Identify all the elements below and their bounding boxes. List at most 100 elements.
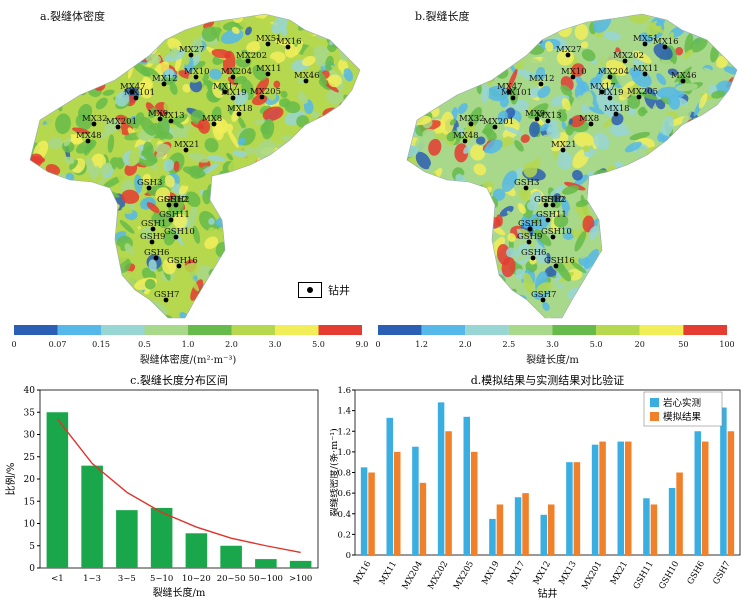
- texture-blob: [30, 14, 33, 21]
- colorbar-segment: [14, 325, 58, 335]
- texture-blob: [284, 305, 305, 317]
- texture-blob: [336, 244, 349, 257]
- texture-blob: [290, 147, 299, 160]
- texture-blob: [501, 170, 518, 192]
- texture-blob: [55, 213, 68, 227]
- texture-blob: [732, 113, 737, 125]
- texture-blob: [46, 74, 59, 85]
- texture-blob: [561, 121, 567, 130]
- well-label: GSH3: [514, 178, 539, 188]
- texture-blob: [573, 132, 594, 148]
- texture-blob: [182, 15, 189, 25]
- texture-blob: [152, 300, 169, 314]
- texture-blob: [96, 66, 112, 82]
- texture-blob: [627, 95, 641, 109]
- texture-blob: [679, 214, 695, 229]
- texture-blob: [51, 60, 61, 72]
- texture-blob: [147, 14, 163, 22]
- texture-blob: [206, 302, 227, 312]
- texture-blob: [173, 160, 180, 172]
- texture-blob: [618, 301, 628, 318]
- texture-blob: [508, 15, 524, 31]
- texture-blob: [171, 113, 188, 125]
- texture-blob: [58, 181, 78, 198]
- texture-blob: [124, 17, 138, 30]
- map-outline: [29, 13, 361, 319]
- texture-blob: [236, 184, 252, 199]
- chart-fracture-length-distribution: c.裂缝长度分布区间 0 5 10 15 20 25 30 35 40 <1 1~3 3~5 5~10 10…: [4, 373, 319, 599]
- texture-blob: [550, 185, 565, 196]
- texture-blob: [270, 287, 284, 299]
- texture-blob: [87, 210, 103, 223]
- texture-blob: [43, 83, 64, 103]
- texture-blob: [535, 66, 546, 81]
- texture-blob: [507, 32, 514, 39]
- texture-blob: [30, 262, 49, 279]
- texture-blob: [320, 262, 340, 277]
- well-marker: [157, 116, 163, 122]
- bar-measured: [540, 514, 547, 555]
- texture-blob: [118, 52, 132, 66]
- texture-blob: [335, 298, 347, 311]
- texture-blob: [67, 251, 87, 266]
- texture-blob: [520, 216, 531, 228]
- texture-blob: [659, 285, 671, 302]
- well-label: MX205: [627, 87, 658, 97]
- texture-blob: [678, 102, 692, 120]
- well-marker: [265, 71, 271, 77]
- texture-blob: [627, 219, 636, 231]
- colorbar-tick-label: 100: [719, 340, 734, 349]
- texture-blob: [155, 187, 171, 202]
- texture-blob: [211, 48, 232, 59]
- well-marker: [153, 255, 159, 261]
- well-marker: [545, 217, 551, 223]
- texture-blob: [30, 28, 42, 49]
- texture-blob: [99, 27, 108, 40]
- well-legend-label: 钻井: [328, 284, 350, 297]
- texture-blob: [602, 198, 623, 207]
- texture-blob: [407, 229, 410, 236]
- texture-blob: [238, 227, 262, 238]
- texture-blob: [320, 128, 333, 144]
- texture-blob: [291, 313, 312, 318]
- texture-blob: [353, 311, 360, 318]
- texture-blob: [342, 249, 350, 265]
- texture-blob: [518, 24, 533, 41]
- texture-blob: [39, 48, 53, 65]
- texture-blob: [519, 21, 536, 37]
- texture-blob: [669, 146, 683, 159]
- texture-blob: [239, 298, 253, 315]
- texture-blob: [209, 276, 216, 295]
- texture-blob: [338, 151, 351, 165]
- texture-blob: [75, 113, 93, 130]
- texture-blob: [94, 165, 101, 178]
- texture-blob: [30, 229, 33, 243]
- texture-blob: [736, 104, 737, 110]
- texture-blob: [658, 252, 676, 272]
- texture-blob: [413, 14, 428, 28]
- well-marker: [462, 138, 468, 144]
- texture-blob: [30, 73, 45, 90]
- well-label: MX21: [174, 140, 200, 150]
- texture-blob: [414, 32, 421, 42]
- texture-blob: [259, 301, 282, 312]
- texture-blob: [493, 52, 508, 71]
- texture-blob: [416, 274, 423, 298]
- texture-blob: [675, 208, 686, 219]
- x-tick-label: MX204: [401, 560, 425, 592]
- texture-blob: [609, 123, 627, 135]
- texture-blob: [430, 51, 440, 59]
- texture-blob: [642, 271, 656, 284]
- texture-blob: [31, 77, 39, 95]
- texture-blob: [716, 224, 724, 232]
- texture-blob: [556, 174, 570, 184]
- texture-blob: [717, 33, 736, 50]
- texture-blob: [496, 14, 503, 26]
- texture-blob: [417, 297, 428, 313]
- texture-blob: [305, 215, 313, 222]
- texture-blob: [413, 46, 420, 67]
- texture-blob: [306, 260, 316, 276]
- y-tick-label: 0.6: [337, 489, 351, 499]
- texture-blob: [736, 227, 737, 249]
- y-tick-label: 15: [24, 497, 36, 507]
